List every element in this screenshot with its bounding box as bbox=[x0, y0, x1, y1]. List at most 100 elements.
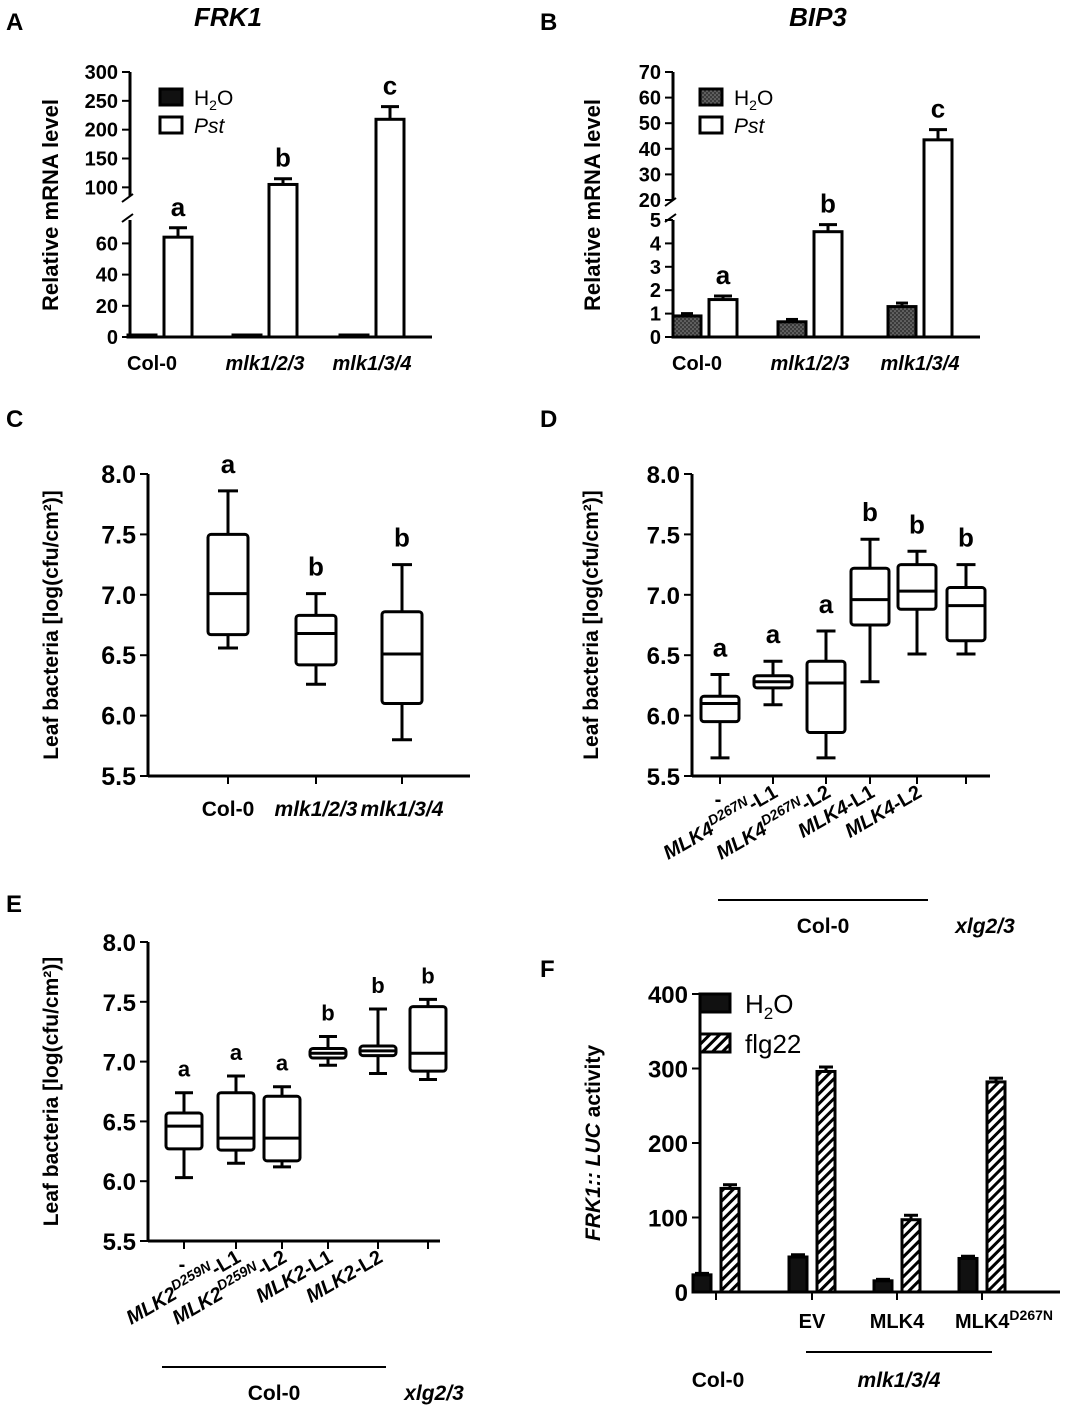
y-axis-label: Leaf bacteria [log(cfu/cm²)] bbox=[40, 957, 63, 1227]
y-tick-label: 20 bbox=[96, 296, 118, 318]
bar-flg22 bbox=[985, 1080, 1007, 1294]
x-tick-label: - bbox=[715, 789, 722, 811]
legend-text: Pst bbox=[734, 115, 766, 138]
y-tick-label: 6.5 bbox=[647, 643, 680, 670]
y-tick-label: 40 bbox=[639, 139, 661, 161]
legend-label: H2O bbox=[734, 87, 773, 113]
y-tick-label: 1 bbox=[650, 304, 661, 326]
significance-letter: a bbox=[276, 1051, 289, 1076]
y-tick-label: 7.5 bbox=[647, 522, 680, 549]
group-label: xlg2/3 bbox=[954, 915, 1015, 938]
bar-h2o bbox=[787, 1255, 809, 1294]
y-tick-label: 0 bbox=[107, 327, 118, 349]
y-tick-label: 6.5 bbox=[101, 642, 136, 670]
x-tick-label: - bbox=[179, 1254, 186, 1276]
x-tick-label: EV bbox=[799, 1311, 826, 1333]
panel-label: D bbox=[540, 406, 557, 433]
y-tick-label: 5.5 bbox=[647, 764, 680, 791]
panel-e-chart: E Leaf bacteria [log(cfu/cm²)] 5.5 6.0 6.5 7.… bbox=[6, 891, 464, 1405]
box bbox=[380, 610, 424, 706]
bar-h2o bbox=[957, 1256, 979, 1294]
y-tick-label: 100 bbox=[85, 177, 118, 199]
bar-pst bbox=[162, 235, 194, 339]
legend-text: O bbox=[217, 87, 233, 110]
legend-subscript: 2 bbox=[764, 1004, 773, 1023]
label-superscript: D267N bbox=[1009, 1307, 1053, 1323]
box bbox=[896, 563, 938, 611]
significance-letter: b bbox=[308, 552, 324, 582]
legend-swatch bbox=[158, 115, 184, 135]
group-label: Col-0 bbox=[248, 1382, 301, 1405]
y-tick-label: 7.5 bbox=[101, 521, 136, 549]
x-tick-label: MLK4D267N bbox=[955, 1307, 1053, 1333]
y-tick-label: 250 bbox=[85, 91, 118, 113]
y-tick-label: 2 bbox=[650, 280, 661, 302]
y-tick-label: 20 bbox=[639, 190, 661, 212]
box bbox=[206, 532, 250, 637]
legend-subscript: 2 bbox=[209, 97, 217, 113]
y-tick-label: 0 bbox=[675, 1280, 688, 1307]
box bbox=[945, 586, 987, 643]
x-tick-label: mlk1/2/3 bbox=[226, 353, 305, 375]
y-tick-label: 60 bbox=[639, 88, 661, 110]
legend-text: O bbox=[773, 989, 793, 1019]
legend-text: H bbox=[734, 87, 749, 110]
y-tick-label: 70 bbox=[639, 62, 661, 84]
bar-h2o bbox=[671, 314, 703, 339]
legend-label: H2O bbox=[194, 87, 233, 113]
box bbox=[262, 1094, 302, 1163]
panel-d-chart: D Leaf bacteria [log(cfu/cm²)] 5.5 6.0 6.5 7.… bbox=[540, 406, 1015, 938]
box bbox=[849, 566, 891, 627]
y-tick-label: 8.0 bbox=[103, 930, 136, 957]
significance-letter: b bbox=[958, 523, 974, 553]
group-label: xlg2/3 bbox=[403, 1382, 464, 1405]
significance-letter: c bbox=[383, 71, 397, 101]
axis-break-mark bbox=[121, 193, 134, 203]
panel-label: E bbox=[6, 891, 22, 918]
y-tick-label: 3 bbox=[650, 257, 661, 279]
significance-letter: a bbox=[819, 589, 834, 619]
chart-title: BIP3 bbox=[789, 2, 847, 32]
legend-label: flg22 bbox=[745, 1029, 801, 1059]
significance-letter: b bbox=[909, 509, 925, 539]
legend-label: Pst bbox=[194, 115, 226, 138]
y-axis-label: Leaf bacteria [log(cfu/cm²)] bbox=[40, 490, 63, 760]
y-tick-label: 100 bbox=[648, 1206, 688, 1233]
significance-letter: b bbox=[862, 497, 878, 527]
bar-h2o bbox=[886, 305, 918, 339]
bar-h2o bbox=[338, 333, 370, 339]
y-tick-label: 6.0 bbox=[103, 1169, 136, 1196]
y-tick-label: 7.5 bbox=[103, 990, 136, 1017]
y-tick-label: 6.5 bbox=[103, 1109, 136, 1136]
y-tick-label: 6.0 bbox=[101, 703, 136, 731]
y-tick-label: 60 bbox=[96, 233, 118, 255]
legend-text: H bbox=[745, 989, 764, 1019]
group-label: mlk1/3/4 bbox=[858, 1369, 941, 1392]
panel-a-chart: A FRK1 Relative mRNA level 0 20 40 60 100 150 200… bbox=[6, 2, 432, 375]
legend-text: flg22 bbox=[745, 1029, 801, 1059]
y-tick-label: 400 bbox=[648, 982, 688, 1009]
significance-letter: a bbox=[713, 633, 728, 663]
significance-letter: a bbox=[178, 1057, 191, 1082]
y-tick-label: 7.0 bbox=[101, 582, 136, 610]
significance-letter: b bbox=[820, 189, 836, 219]
y-axis-label: Leaf bacteria [log(cfu/cm²)] bbox=[580, 490, 603, 760]
x-tick-label: Col-0 bbox=[202, 798, 255, 821]
bar-pst bbox=[374, 117, 406, 339]
x-tick-label: mlk1/3/4 bbox=[361, 798, 444, 821]
legend-swatch bbox=[698, 115, 724, 135]
legend-label: H2O bbox=[745, 989, 793, 1023]
label-base: MLK4 bbox=[870, 1311, 925, 1333]
y-label-italic: FRK1:: LUC bbox=[582, 1122, 605, 1241]
label-base: MLK4 bbox=[955, 1311, 1010, 1333]
panel-label: B bbox=[540, 9, 557, 36]
y-axis-label: FRK1:: LUC activity bbox=[582, 1045, 605, 1241]
x-tick-label: MLK4 bbox=[870, 1311, 925, 1333]
y-tick-label: 7.0 bbox=[647, 583, 680, 610]
y-tick-label: 200 bbox=[85, 120, 118, 142]
significance-letter: a bbox=[766, 619, 781, 649]
x-tick-label: Col-0 bbox=[672, 353, 722, 375]
